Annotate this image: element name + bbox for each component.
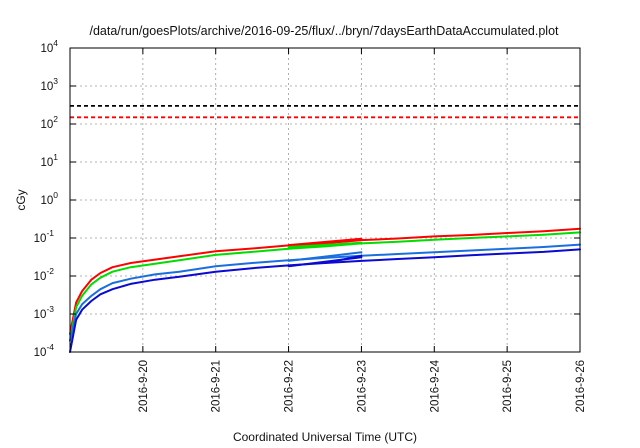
- tick-marks: [70, 47, 581, 353]
- chart-title: /data/run/goesPlots/archive/2016-09-25/f…: [89, 24, 559, 38]
- y-tick-exponent: -2: [46, 266, 54, 276]
- y-tick-base: 10: [40, 43, 53, 55]
- x-axis-label: Coordinated Universal Time (UTC): [233, 430, 417, 444]
- series-line: [324, 254, 363, 264]
- y-tick-label: 102: [40, 114, 58, 131]
- y-tick-base: 10: [34, 233, 47, 245]
- series-line: [69, 248, 581, 353]
- y-tick-base: 10: [40, 157, 53, 169]
- y-tick-exponent: -4: [46, 342, 54, 352]
- threshold-lines: [70, 104, 580, 119]
- data-series: [69, 227, 581, 353]
- x-tick-label: 2016-9-21: [211, 360, 223, 412]
- y-axis-label: cGy: [14, 189, 28, 210]
- x-tick-label: 2016-9-20: [138, 360, 150, 412]
- y-tick-exponent: 4: [53, 38, 58, 48]
- grid-lines: [70, 48, 580, 352]
- y-tick-base: 10: [34, 271, 47, 283]
- x-tick-label: 2016-9-26: [575, 360, 587, 412]
- y-tick-label: 100: [40, 190, 58, 207]
- x-tick-label: 2016-9-24: [429, 359, 441, 412]
- y-tick-base: 10: [40, 195, 53, 207]
- x-tick-label: 2016-9-23: [356, 360, 368, 412]
- series-line: [287, 237, 363, 247]
- y-tick-label: 103: [40, 76, 58, 93]
- series-line: [287, 241, 363, 248]
- y-tick-label: 10-2: [34, 266, 55, 283]
- series-line: [69, 243, 581, 342]
- x-tick-label: 2016-9-22: [284, 360, 296, 412]
- y-tick-exponent: -1: [46, 228, 54, 238]
- y-tick-exponent: 0: [53, 190, 58, 200]
- y-tick-base: 10: [34, 309, 47, 321]
- y-tick-exponent: 1: [53, 152, 58, 162]
- y-tick-label: 10-3: [34, 304, 55, 321]
- series-line: [69, 227, 581, 335]
- y-tick-label: 10-4: [34, 342, 55, 359]
- y-tick-exponent: 2: [53, 114, 58, 124]
- x-tick-labels: 2016-9-20 2016-9-21 2016-9-22 2016-9-23 2016…: [138, 359, 587, 412]
- series-line: [69, 231, 581, 342]
- series-line: [287, 251, 363, 262]
- y-tick-base: 10: [40, 81, 53, 93]
- y-tick-label: 10-1: [34, 228, 55, 245]
- y-tick-base: 10: [34, 347, 47, 359]
- y-tick-exponent: 3: [53, 76, 58, 86]
- y-tick-exponent: -3: [46, 304, 54, 314]
- y-tick-label: 101: [40, 152, 58, 169]
- y-tick-base: 10: [40, 119, 53, 131]
- y-tick-label: 104: [40, 38, 58, 55]
- x-tick-label: 2016-9-25: [502, 360, 514, 412]
